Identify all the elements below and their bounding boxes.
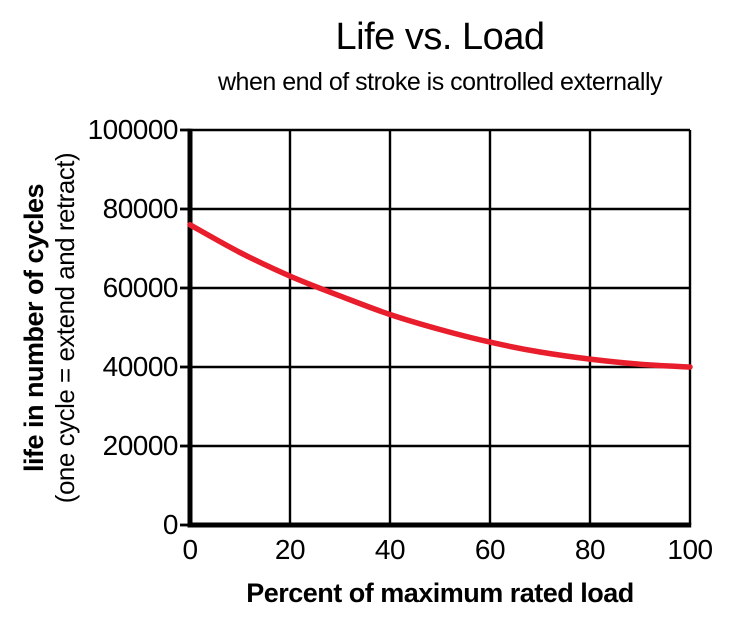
chart-subtitle: when end of stroke is controlled externa… <box>217 68 663 96</box>
x-tick-label: 100 <box>667 534 713 565</box>
chart-title: Life vs. Load <box>335 16 545 58</box>
y-tick-label: 100000 <box>87 114 179 145</box>
y-tick-label: 80000 <box>102 193 179 224</box>
y-tick-label: 60000 <box>102 272 179 303</box>
life-curve <box>187 222 693 370</box>
y-tick-label: 40000 <box>102 351 179 382</box>
x-tick-label: 0 <box>182 534 198 565</box>
x-tick-label: 80 <box>574 534 606 565</box>
y-tick-label: 20000 <box>102 430 179 461</box>
x-tick-label: 20 <box>274 534 306 565</box>
y-tick-label: 0 <box>162 509 179 540</box>
x-tick-label: 40 <box>374 534 406 565</box>
x-axis-title: Percent of maximum rated load <box>246 578 634 608</box>
x-tick-label: 60 <box>474 534 506 565</box>
